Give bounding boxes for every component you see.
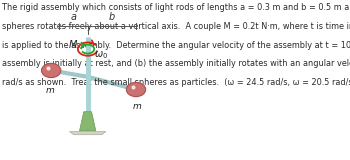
Text: a: a xyxy=(70,12,76,22)
Text: m: m xyxy=(45,86,54,95)
Text: M: M xyxy=(69,40,78,50)
Text: The rigid assembly which consists of light rods of lengths a = 0.3 m and b = 0.5: The rigid assembly which consists of lig… xyxy=(2,3,350,12)
Circle shape xyxy=(42,63,61,78)
Text: spheres rotates freely about a vertical axis.  A couple M = 0.2t N·m, where t is: spheres rotates freely about a vertical … xyxy=(2,22,350,31)
Text: is applied to the assembly.  Determine the angular velocity of the assembly at t: is applied to the assembly. Determine th… xyxy=(2,40,350,49)
Text: b: b xyxy=(109,12,115,22)
Text: rad/s as shown.  Treat the small spheres as particles.  (ω = 24.5 rad/s, ω = 20.: rad/s as shown. Treat the small spheres … xyxy=(2,78,350,87)
Text: $\omega_0$: $\omega_0$ xyxy=(94,49,108,61)
Text: assembly is initially at rest, and (b) the assembly initially rotates with an an: assembly is initially at rest, and (b) t… xyxy=(2,59,350,68)
Polygon shape xyxy=(79,112,96,131)
Circle shape xyxy=(126,82,146,97)
Text: m: m xyxy=(133,102,141,111)
Polygon shape xyxy=(69,132,106,135)
